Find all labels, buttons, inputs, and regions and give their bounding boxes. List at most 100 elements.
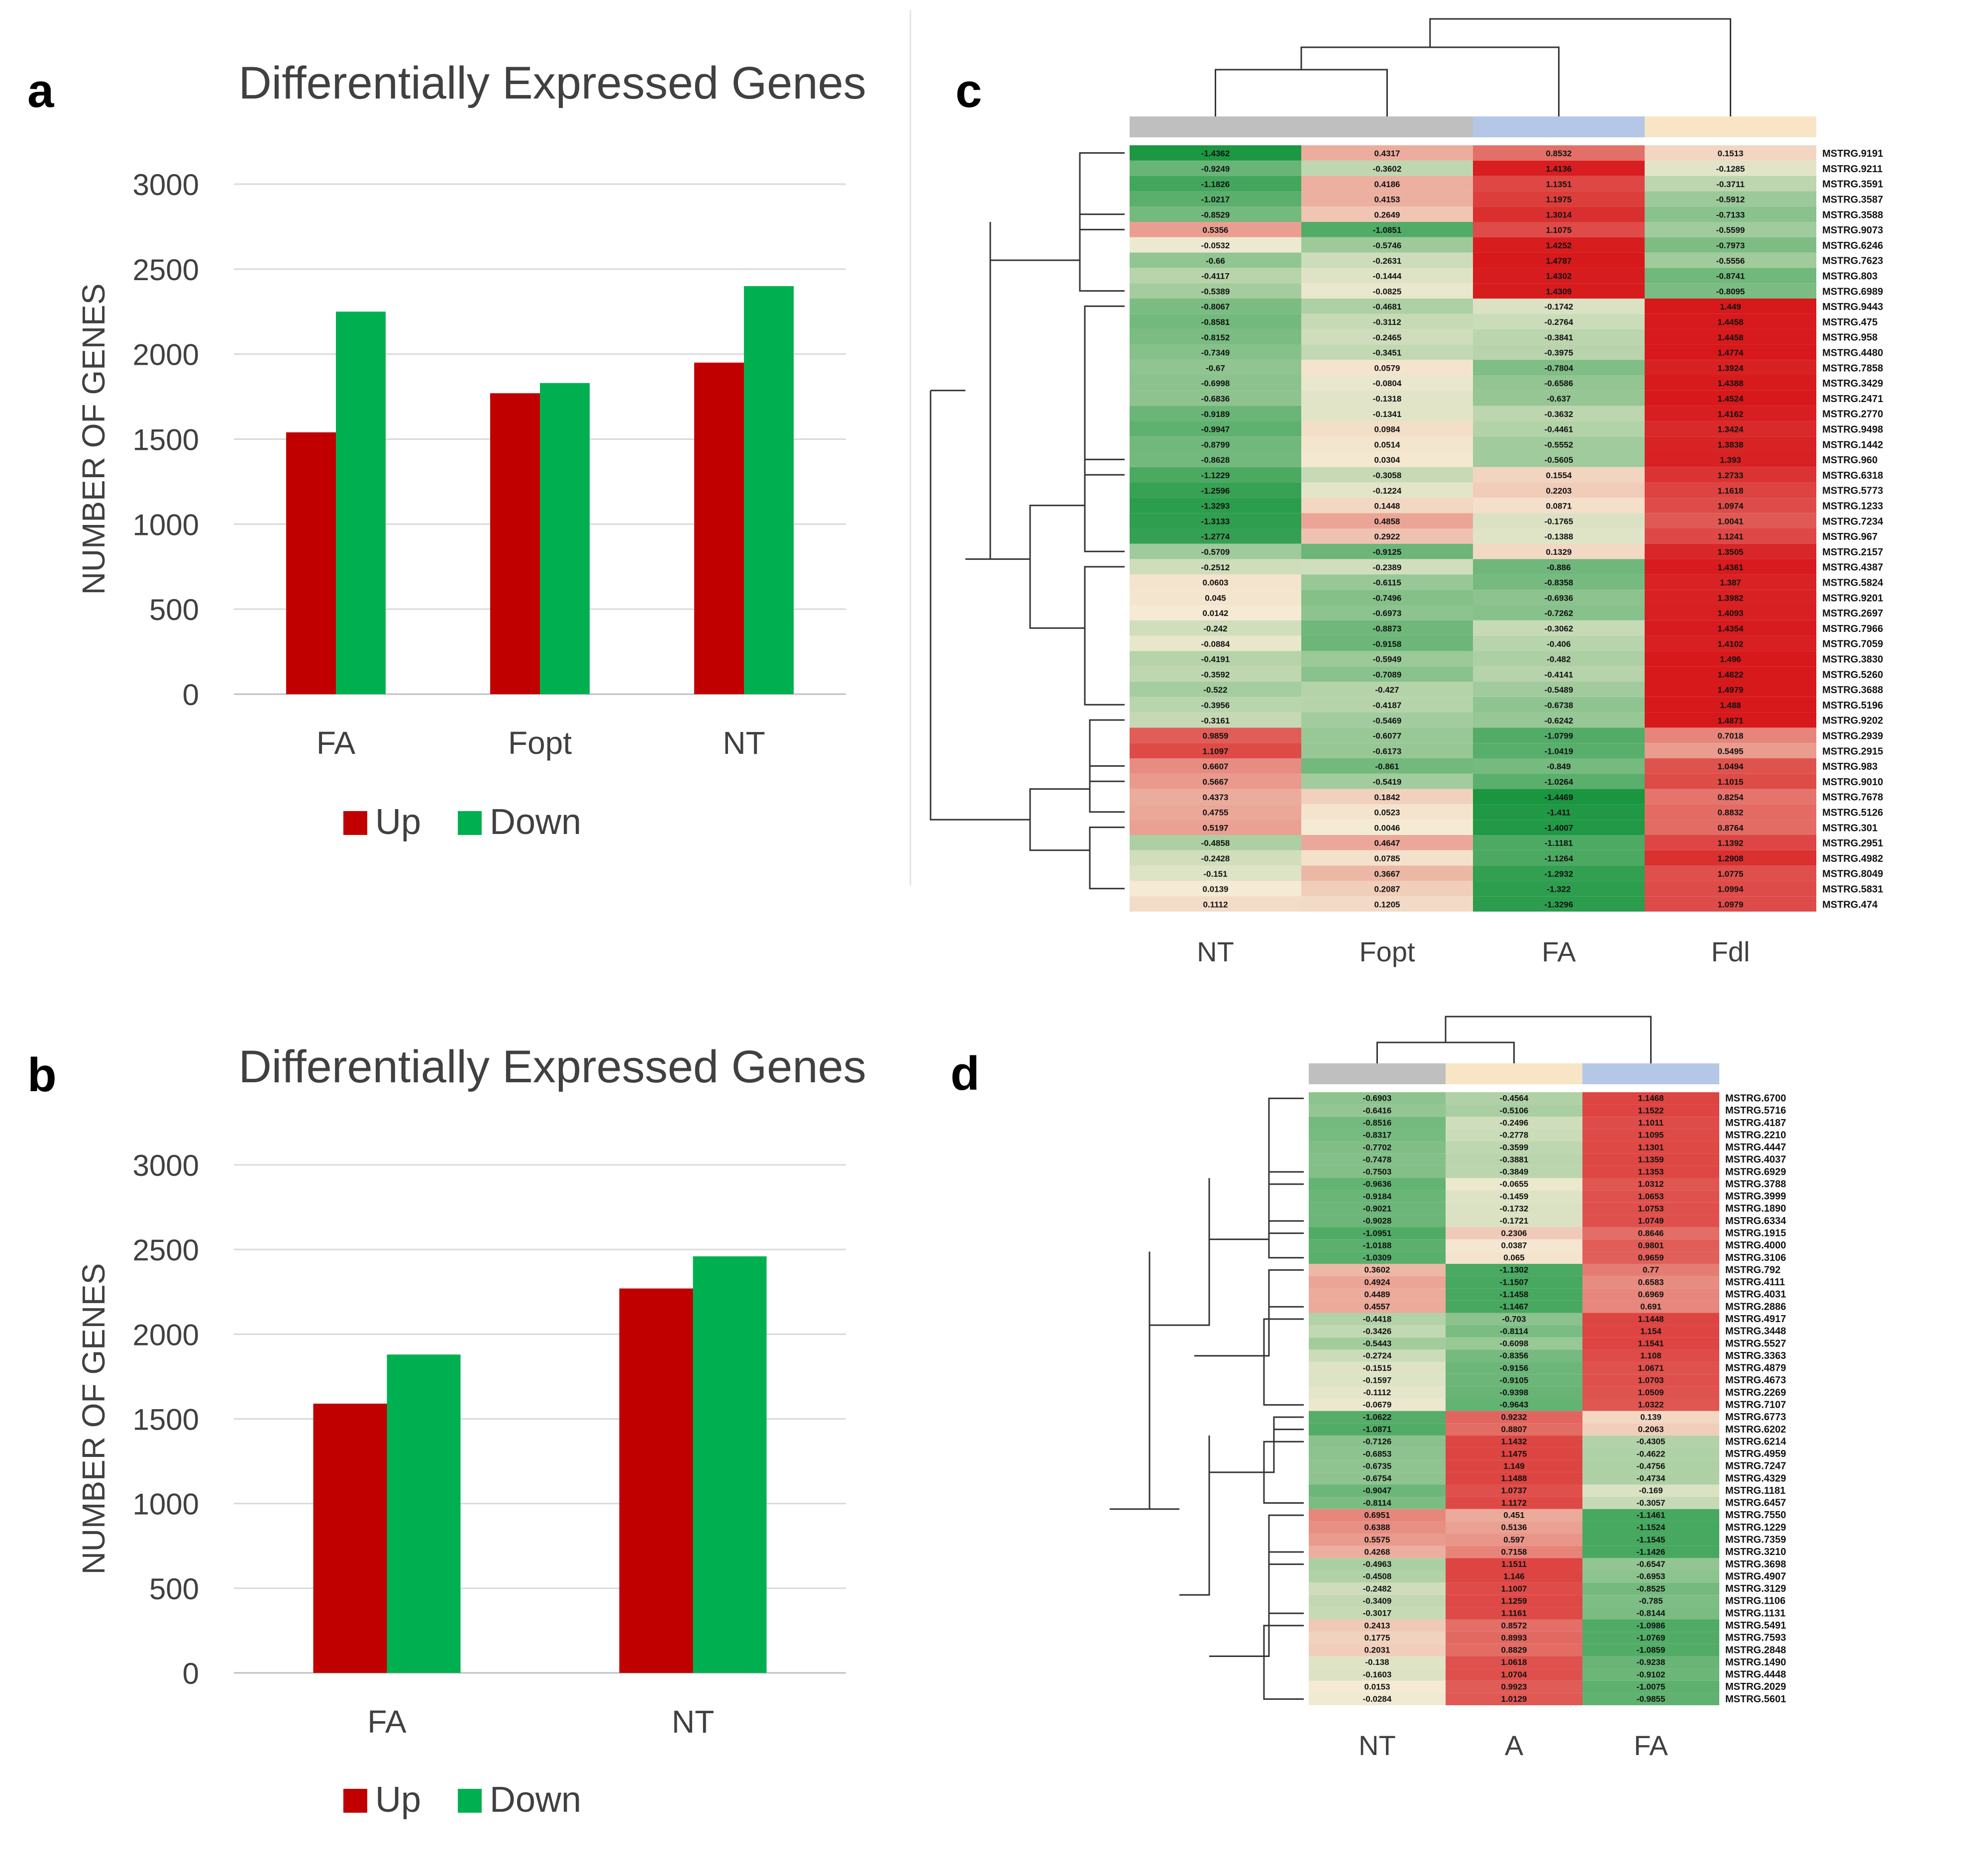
heatmap-cell: [1446, 1399, 1582, 1411]
cell-value: 0.0304: [1374, 455, 1401, 465]
heatmap-cell: [1309, 1680, 1446, 1693]
heatmap-cell: [1645, 666, 1816, 682]
row-label: MSTRG.4037: [1725, 1154, 1786, 1165]
row-label: MSTRG.2770: [1822, 409, 1883, 420]
heatmap-cell: [1645, 237, 1816, 253]
heatmap-cell: [1309, 1117, 1446, 1129]
heatmap-cell: [1645, 682, 1816, 697]
heatmap-cell: [1473, 896, 1645, 912]
cell-value: -0.9855: [1637, 1694, 1666, 1704]
cell-value: 1.0974: [1718, 502, 1744, 511]
row-label: MSTRG.2848: [1725, 1645, 1786, 1655]
cell-value: 1.393: [1720, 455, 1741, 465]
heatmap-cell: [1645, 498, 1816, 514]
heatmap-cell: [1130, 222, 1301, 237]
cell-value: 1.0753: [1638, 1204, 1664, 1214]
heatmap-cell: [1473, 313, 1645, 329]
heatmap-cell: [1301, 559, 1473, 575]
heatmap-cell: [1582, 1325, 1719, 1338]
cell-value: -0.0825: [1373, 287, 1402, 296]
cell-value: -0.6115: [1373, 578, 1401, 588]
heatmap-cell: [1473, 651, 1645, 667]
cell-value: -0.2724: [1363, 1351, 1392, 1360]
heatmap-cell: [1645, 375, 1816, 391]
heatmap-cell: [1446, 1423, 1582, 1436]
cell-value: 1.1353: [1638, 1167, 1664, 1177]
heatmap-cell: [1130, 252, 1301, 268]
heatmap-cell: [1446, 1141, 1582, 1154]
heatmap-cell: [1301, 283, 1473, 299]
heatmap-cell: [1301, 789, 1473, 805]
heatmap-cell: [1301, 176, 1473, 192]
row-label: MSTRG.5831: [1822, 884, 1883, 895]
cell-value: -0.2496: [1500, 1118, 1529, 1128]
cell-value: 0.2203: [1546, 486, 1572, 496]
cell-value: -0.7496: [1373, 593, 1402, 603]
cell-value: -0.7804: [1545, 363, 1573, 373]
cell-value: -0.6936: [1545, 593, 1573, 603]
cell-value: -0.5489: [1545, 685, 1573, 695]
row-label: MSTRG.7247: [1725, 1461, 1786, 1472]
cell-value: 0.8646: [1638, 1229, 1664, 1238]
cell-value: -0.7503: [1363, 1167, 1392, 1177]
heatmap-cell: [1645, 207, 1816, 222]
heatmap-cell: [1645, 467, 1816, 483]
row-label: MSTRG.8049: [1822, 869, 1883, 880]
cell-value: -0.6098: [1500, 1339, 1529, 1348]
heatmap-cell: [1582, 1656, 1719, 1669]
heatmap-cell: [1473, 850, 1645, 866]
heatmap-cell: [1301, 344, 1473, 360]
heatmap-cell: [1473, 605, 1645, 620]
heatmap-cell: [1309, 1325, 1446, 1338]
cell-value: -0.7478: [1363, 1155, 1392, 1164]
cell-value: -1.1461: [1637, 1511, 1666, 1520]
cell-value: -0.0532: [1201, 241, 1230, 250]
row-label: MSTRG.9202: [1822, 716, 1883, 726]
cell-value: -0.9047: [1363, 1486, 1392, 1495]
heatmap-cell: [1446, 1349, 1582, 1362]
dendrogram-branch: [1268, 1232, 1304, 1259]
heatmap-cell: [1309, 1313, 1446, 1326]
heatmap-cell: [1473, 360, 1645, 375]
cell-value: 0.5575: [1364, 1535, 1390, 1545]
y-tick-label: 1500: [133, 1403, 199, 1437]
heatmap-cell: [1446, 1165, 1582, 1178]
y-tick-label: 2000: [133, 338, 199, 372]
heatmap-cell: [1309, 1693, 1446, 1705]
heatmap-cell: [1130, 467, 1301, 483]
cell-value: -0.8741: [1716, 272, 1745, 281]
heatmap-cell: [1446, 1288, 1582, 1301]
heatmap-cell: [1309, 1484, 1446, 1497]
row-label: MSTRG.4447: [1725, 1142, 1786, 1153]
heatmap-cell: [1130, 498, 1301, 514]
cell-value: -1.0217: [1201, 195, 1230, 205]
cell-value: -0.3881: [1500, 1155, 1529, 1164]
row-label: MSTRG.1442: [1822, 439, 1883, 450]
cell-value: -0.6547: [1637, 1559, 1666, 1569]
heatmap-cell: [1645, 835, 1816, 850]
heatmap-cell: [1309, 1337, 1446, 1350]
row-label: MSTRG.7593: [1725, 1633, 1786, 1644]
heatmap-cell: [1582, 1153, 1719, 1166]
cell-value: -0.8356: [1500, 1351, 1529, 1360]
cell-value: 0.8832: [1718, 808, 1744, 818]
heatmap-cell: [1446, 1582, 1582, 1595]
cell-value: 0.8532: [1546, 149, 1572, 158]
cell-value: -1.0264: [1545, 777, 1573, 787]
cell-value: -0.3592: [1201, 670, 1230, 679]
dendrogram-branch: [1089, 826, 1125, 890]
cell-value: 1.4162: [1718, 410, 1744, 419]
heatmap-cell: [1446, 1644, 1582, 1656]
heatmap-cell: [1309, 1509, 1446, 1522]
cell-value: 0.0523: [1374, 808, 1400, 818]
cell-value: -0.3112: [1373, 317, 1401, 327]
cell-value: -0.8873: [1373, 624, 1402, 633]
cell-value: 0.2031: [1364, 1646, 1390, 1655]
row-label: MSTRG.5773: [1822, 486, 1883, 497]
cell-value: -1.3296: [1545, 900, 1573, 909]
heatmap-cell: [1645, 268, 1816, 284]
heatmap-cell: [1301, 268, 1473, 284]
row-label: MSTRG.6700: [1725, 1093, 1786, 1104]
heatmap-cell: [1645, 635, 1816, 651]
cell-value: -0.4191: [1201, 655, 1230, 664]
